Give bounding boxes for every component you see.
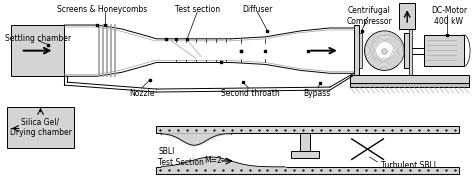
- Bar: [291, 151, 319, 158]
- Text: Centrifugal
Compressor: Centrifugal Compressor: [346, 6, 392, 26]
- Bar: [424, 35, 464, 66]
- Text: Settling chamber: Settling chamber: [5, 34, 71, 43]
- Bar: [409, 25, 412, 75]
- Bar: [399, 3, 415, 29]
- Text: Turbulent SBLI: Turbulent SBLI: [382, 161, 437, 170]
- Bar: [7, 107, 74, 148]
- Text: DC-Motor
400 kW: DC-Motor 400 kW: [431, 6, 467, 26]
- Bar: [156, 126, 459, 133]
- Bar: [350, 83, 469, 87]
- Text: Nozzle: Nozzle: [129, 89, 155, 98]
- Bar: [359, 33, 362, 68]
- Bar: [404, 33, 409, 68]
- Text: Diffuser: Diffuser: [242, 5, 273, 14]
- Text: Bypass: Bypass: [303, 89, 331, 98]
- Bar: [11, 25, 64, 76]
- Text: Test section: Test section: [174, 5, 219, 14]
- Text: Silica Gel/
Drying chamber: Silica Gel/ Drying chamber: [9, 118, 72, 137]
- Text: M=2: M=2: [204, 156, 222, 166]
- Bar: [350, 75, 469, 83]
- Text: Second throath: Second throath: [221, 89, 280, 98]
- Bar: [156, 167, 459, 174]
- Bar: [300, 133, 310, 151]
- Text: Screens & Honeycombs: Screens & Honeycombs: [57, 5, 147, 14]
- Bar: [354, 25, 359, 75]
- Text: SBLI
Test Section: SBLI Test Section: [158, 147, 204, 167]
